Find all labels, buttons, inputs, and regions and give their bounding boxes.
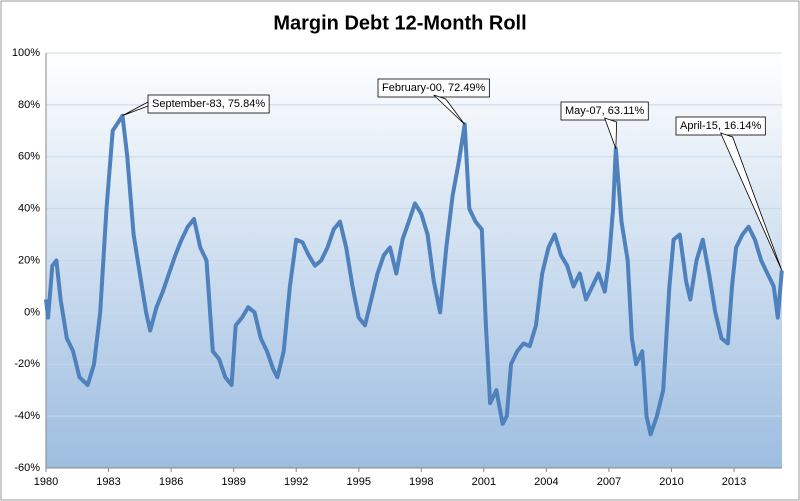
x-tick-label: 1998: [409, 476, 433, 488]
annotation-leader: [122, 101, 149, 117]
annotation-label: September-83, 75.84%: [152, 98, 265, 110]
x-tick-label: 1983: [96, 476, 120, 488]
x-tick-label: 1995: [347, 476, 371, 488]
y-tick-label: -60%: [14, 462, 40, 474]
annotation-label: April-15, 16.14%: [680, 120, 762, 132]
y-tick-label: -20%: [14, 358, 40, 370]
annotation-label: February-00, 72.49%: [382, 82, 486, 94]
annotation-leader: [719, 132, 783, 271]
data-line: [44, 113, 784, 437]
x-tick-label: 2001: [472, 476, 496, 488]
annotation-leader: [603, 117, 618, 149]
annotation-leader: [433, 94, 465, 125]
x-tick-label: 1992: [284, 476, 308, 488]
x-tick-label: 2010: [659, 476, 683, 488]
annotation-label: May-07, 63.11%: [565, 105, 645, 117]
x-tick-label: 2007: [597, 476, 621, 488]
x-tick-label: 2004: [534, 476, 558, 488]
y-tick-label: 40%: [18, 203, 40, 215]
x-tick-label: 1980: [34, 476, 58, 488]
annotation-box: [560, 101, 649, 121]
y-tick-label: -40%: [14, 410, 40, 422]
annotation-box: [377, 78, 490, 98]
x-tick-label: 1986: [159, 476, 183, 488]
y-tick-label: 100%: [12, 47, 40, 59]
annotation-box: [675, 116, 766, 136]
chart-title: Margin Debt 12-Month Roll: [273, 12, 526, 34]
x-tick-label: 2013: [722, 476, 746, 488]
x-tick-label: 1989: [221, 476, 245, 488]
y-tick-label: 20%: [18, 254, 40, 266]
y-tick-label: 0%: [24, 306, 40, 318]
y-tick-label: 60%: [18, 151, 40, 163]
y-tick-label: 80%: [18, 99, 40, 111]
